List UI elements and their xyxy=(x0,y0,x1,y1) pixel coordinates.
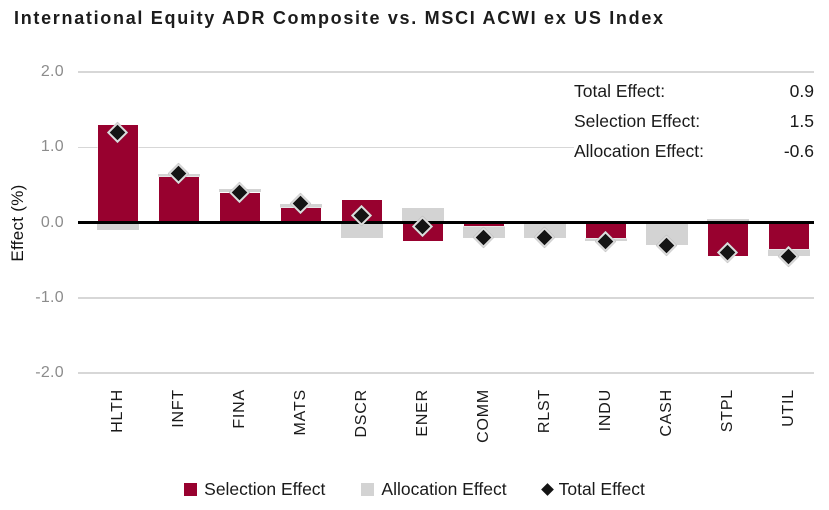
total-effect-diamond-icon xyxy=(540,483,554,496)
zero-axis-line xyxy=(78,221,814,225)
stat-value: 1.5 xyxy=(789,111,814,131)
legend: Selection Effect Allocation Effect Total… xyxy=(0,479,829,500)
x-category-label-rlst: RLST xyxy=(535,389,553,434)
stat-label: Selection Effect: xyxy=(574,111,701,131)
x-category-label-dscr: DSCR xyxy=(352,389,370,438)
x-category-label-hlth: HLTH xyxy=(108,389,126,433)
bar-allocation-ener xyxy=(401,207,444,223)
x-category-label-fina: FINA xyxy=(230,389,248,429)
stat-row-total-effect: Total Effect: 0.9 xyxy=(574,76,814,106)
legend-item-total-effect: Total Effect xyxy=(540,479,645,500)
stat-row-selection-effect: Selection Effect: 1.5 xyxy=(574,106,814,136)
selection-swatch-icon xyxy=(184,483,198,496)
y-tick-label--1.0: -1.0 xyxy=(35,288,64,306)
stat-value: 0.9 xyxy=(789,81,814,101)
bar-allocation-dscr xyxy=(340,222,383,238)
stat-label: Allocation Effect: xyxy=(574,141,705,161)
summary-stats-panel: Total Effect: 0.9 Selection Effect: 1.5 … xyxy=(574,76,814,166)
y-tick-label-0.0: 0.0 xyxy=(40,213,64,231)
stat-value: -0.6 xyxy=(783,141,814,161)
x-category-label-stpl: STPL xyxy=(718,389,736,433)
legend-label: Selection Effect xyxy=(204,479,326,499)
x-category-label-ener: ENER xyxy=(413,389,431,437)
x-category-label-util: UTIL xyxy=(779,389,797,427)
allocation-swatch-icon xyxy=(361,483,375,496)
bar-allocation-cash xyxy=(645,222,688,246)
x-category-label-cash: CASH xyxy=(657,389,675,437)
bar-allocation-stpl xyxy=(706,218,749,223)
x-category-label-mats: MATS xyxy=(291,389,309,436)
gridline--1.0 xyxy=(78,297,814,299)
chart-title: International Equity ADR Composite vs. M… xyxy=(14,8,665,28)
y-tick-label-1.0: 1.0 xyxy=(40,138,64,156)
bar-selection-comm xyxy=(462,221,505,228)
bar-selection-inft xyxy=(157,176,200,224)
legend-label: Allocation Effect xyxy=(381,479,507,499)
bar-selection-util xyxy=(767,221,810,250)
y-tick-label--2.0: -2.0 xyxy=(35,364,64,382)
gridline-1.0 xyxy=(78,146,814,149)
stat-label: Total Effect: xyxy=(574,81,666,101)
bar-allocation-hlth xyxy=(96,222,139,231)
bar-selection-mats xyxy=(279,206,322,224)
gridline-2.0 xyxy=(78,71,814,73)
legend-item-allocation-effect: Allocation Effect xyxy=(361,479,507,500)
stat-row-allocation-effect: Allocation Effect: -0.6 xyxy=(574,136,814,166)
legend-item-selection-effect: Selection Effect xyxy=(184,479,325,500)
legend-label: Total Effect xyxy=(558,479,645,499)
bar-selection-indu xyxy=(584,221,627,239)
gridline--2.0 xyxy=(78,372,814,374)
x-category-label-indu: INDU xyxy=(596,389,614,432)
x-category-label-inft: INFT xyxy=(169,389,187,428)
y-tick-label-2.0: 2.0 xyxy=(40,63,64,81)
x-category-label-comm: COMM xyxy=(474,389,492,443)
